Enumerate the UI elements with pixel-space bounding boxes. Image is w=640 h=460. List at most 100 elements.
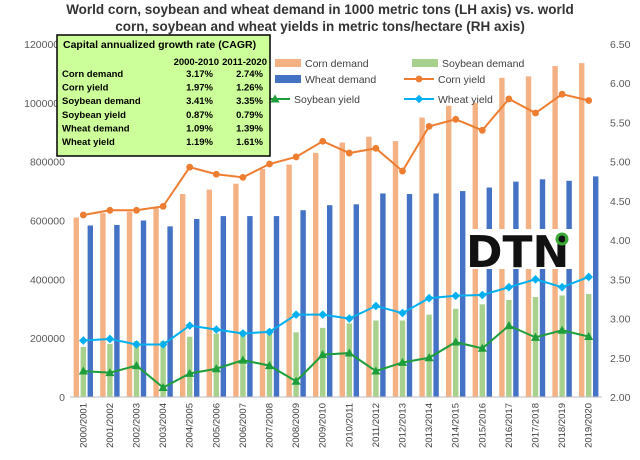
soybean-demand-bar bbox=[506, 299, 512, 397]
wheat-demand-bar bbox=[194, 219, 200, 397]
corn-yield-point bbox=[372, 144, 380, 152]
logo-text: DTN bbox=[466, 227, 569, 278]
soybean-yield-point bbox=[530, 332, 541, 341]
wheat-yield-point bbox=[504, 282, 514, 292]
legend-label-corn-yield: Corn yield bbox=[438, 74, 485, 86]
corn-yield-point bbox=[319, 137, 327, 145]
legend: Corn demand Soybean demand Wheat demand Cor… bbox=[260, 58, 524, 106]
wheat-yield-point bbox=[424, 293, 434, 303]
corn-yield-point bbox=[532, 109, 539, 117]
x-tick-label: 2013/2014 bbox=[424, 403, 435, 448]
wheat-demand-bar bbox=[353, 204, 359, 397]
left-y-tick-label: 1200000 bbox=[24, 39, 65, 51]
corn-yield-point bbox=[585, 97, 593, 104]
corn-yield-point bbox=[478, 126, 486, 134]
soybean-yield-point bbox=[158, 382, 168, 392]
corn-demand-bar bbox=[339, 142, 345, 397]
soybean-yield-point bbox=[185, 368, 195, 377]
corn-demand-bar bbox=[392, 141, 399, 397]
x-tick-label: 2002/2003 bbox=[132, 403, 143, 448]
wheat-demand-bar bbox=[327, 205, 333, 397]
legend-label-soybean-yield: Soybean yield bbox=[294, 94, 360, 106]
wheat-demand-bar bbox=[247, 216, 253, 397]
x-tick-label: 2011/2012 bbox=[371, 403, 382, 447]
corn-yield-point bbox=[106, 206, 114, 214]
soybean-yield-point bbox=[371, 366, 381, 375]
cagr-column-header: 2000-2010 bbox=[174, 57, 219, 68]
cagr-value: 1.61% bbox=[236, 137, 263, 148]
x-tick-label: 2008/2009 bbox=[291, 403, 302, 448]
soybean-yield-point bbox=[131, 361, 142, 370]
legend-marker-wheat-yield bbox=[414, 94, 424, 104]
wheat-yield-point bbox=[398, 308, 407, 318]
chart-title: World corn, soybean and wheat demand in … bbox=[66, 2, 574, 34]
corn-yield-point bbox=[505, 95, 513, 103]
soybean-demand-bar bbox=[240, 330, 246, 397]
wheat-demand-bar bbox=[114, 224, 120, 397]
right-y-tick-label: 5.50 bbox=[610, 117, 631, 129]
cagr-value: 1.39% bbox=[236, 123, 263, 134]
right-y-tick-label: 6.00 bbox=[610, 78, 631, 90]
x-tick-label: 2009/2010 bbox=[318, 403, 329, 448]
corn-yield-line bbox=[83, 93, 589, 216]
corn-yield-point bbox=[452, 115, 460, 123]
soybean-yield-point bbox=[424, 353, 434, 362]
soybean-demand-bar bbox=[187, 336, 193, 397]
corn-yield-point bbox=[266, 160, 273, 168]
corn-demand-bar bbox=[153, 207, 159, 397]
right-y-tick-label: 4.00 bbox=[610, 235, 631, 247]
wheat-yield-point bbox=[238, 329, 248, 338]
wheat-yield-point bbox=[158, 340, 168, 349]
corn-demand-bar bbox=[126, 211, 133, 397]
x-tick-label: 2016/2017 bbox=[504, 403, 515, 448]
cagr-table-box bbox=[56, 34, 271, 157]
cagr-row-label: Soybean demand bbox=[62, 96, 141, 107]
wheat-yield-point bbox=[291, 310, 301, 319]
corn-yield-point bbox=[159, 202, 167, 210]
axes-layer: 0 200000 400000 600000 800000 1000000 1200000 2… bbox=[24, 39, 630, 448]
left-y-tick-label: 800000 bbox=[30, 157, 65, 169]
soybean-yield-point bbox=[397, 357, 408, 366]
chart-title-line-1: World corn, soybean and wheat demand in … bbox=[66, 2, 574, 17]
corn-yield-point bbox=[399, 167, 406, 175]
corn-demand-bar bbox=[180, 194, 186, 397]
soybean-yield-point bbox=[291, 376, 301, 385]
wheat-yield-point bbox=[265, 327, 274, 337]
legend-label-wheat-demand: Wheat demand bbox=[305, 74, 376, 86]
wheat-demand-bar bbox=[433, 193, 439, 397]
soybean-yield-point bbox=[78, 366, 88, 375]
x-tick-label: 2004/2005 bbox=[185, 403, 196, 448]
soybean-demand-bar bbox=[293, 332, 299, 397]
x-tick-label: 2000/2001 bbox=[78, 403, 89, 448]
logo-ring-icon bbox=[555, 232, 569, 246]
wheat-demand-bar bbox=[87, 225, 93, 397]
soybean-yield-point bbox=[238, 355, 248, 364]
soybean-demand-bar bbox=[320, 327, 326, 397]
wheat-yield-point bbox=[584, 272, 593, 282]
wheat-demand-bar bbox=[140, 220, 147, 397]
corn-yield-point bbox=[212, 170, 220, 178]
corn-demand-bar bbox=[100, 213, 106, 397]
corn-demand-bar bbox=[206, 189, 212, 397]
x-tick-label: 2005/2006 bbox=[211, 403, 222, 448]
wheat-demand-bar bbox=[380, 193, 386, 397]
legend-label-soybean-demand: Soybean demand bbox=[442, 58, 524, 70]
wheat-yield-point bbox=[318, 310, 327, 319]
soybean-demand-bar bbox=[453, 308, 459, 397]
corn-demand-bar bbox=[419, 117, 425, 397]
soybean-yield-point bbox=[477, 343, 487, 352]
cagr-value: 0.79% bbox=[236, 110, 263, 121]
left-y-tick-label: 600000 bbox=[30, 216, 65, 228]
soybean-yield-line bbox=[83, 324, 589, 389]
corn-demand-bar bbox=[259, 169, 266, 397]
x-tick-label: 2018/2019 bbox=[557, 403, 568, 448]
legend-marker-soybean-yield bbox=[270, 94, 280, 103]
wheat-yield-point bbox=[531, 275, 540, 284]
left-y-tick-label: 400000 bbox=[30, 274, 65, 286]
soybean-demand-bar bbox=[559, 295, 565, 397]
corn-demand-bar bbox=[579, 63, 585, 398]
wheat-yield-point bbox=[185, 321, 194, 330]
soybean-yield-point bbox=[584, 332, 594, 341]
right-y-tick-label: 2.50 bbox=[610, 353, 631, 365]
x-tick-label: 2007/2008 bbox=[265, 403, 276, 448]
